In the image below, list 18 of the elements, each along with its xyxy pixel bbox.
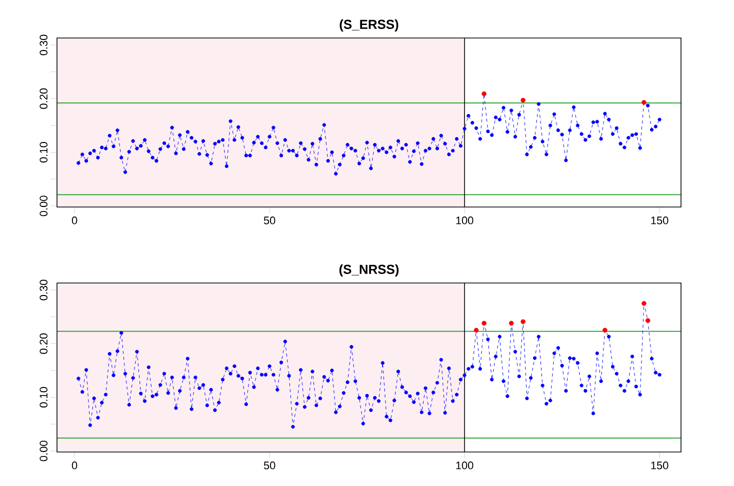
y-tick-label: 0.20 bbox=[40, 333, 48, 354]
y-tick-label: 0.20 bbox=[40, 88, 48, 109]
x-tick-label: 100 bbox=[456, 462, 474, 470]
x-tick-label: 150 bbox=[651, 462, 668, 470]
x-tick-label: 0 bbox=[72, 216, 78, 224]
x-tick-label: 50 bbox=[264, 462, 276, 470]
y-tick-label: 0.10 bbox=[40, 387, 48, 408]
chart-title: (S_ERSS) bbox=[340, 19, 398, 32]
x-tick-label: 150 bbox=[651, 216, 668, 224]
y-tick-label: 0.00 bbox=[40, 440, 48, 462]
y-tick-label: 0.10 bbox=[40, 142, 48, 163]
y-tick-label: 0.00 bbox=[40, 196, 48, 216]
x-tick-label: 0 bbox=[72, 462, 78, 470]
y-tick-label: 0.30 bbox=[40, 280, 48, 300]
y-tick-label: 0.30 bbox=[40, 34, 48, 56]
chart-title: (S_NRSS) bbox=[339, 264, 399, 277]
x-tick-label: 100 bbox=[456, 216, 474, 224]
x-tick-label: 50 bbox=[264, 216, 276, 224]
